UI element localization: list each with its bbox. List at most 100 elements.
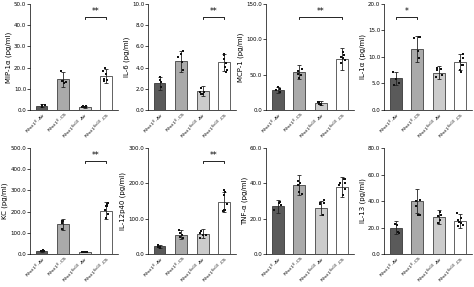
Point [79, 249, 87, 254]
Point [179, 235, 186, 240]
Point [458, 63, 466, 67]
Point [339, 56, 346, 61]
Bar [411, 201, 423, 254]
Point [103, 204, 110, 208]
Point [176, 231, 184, 235]
Point [296, 181, 303, 185]
Point [314, 100, 322, 104]
Point [317, 102, 325, 107]
Point [342, 58, 349, 63]
Point [438, 213, 445, 218]
Point [156, 246, 164, 251]
Point [38, 103, 46, 108]
Point [320, 200, 328, 205]
Point [80, 249, 88, 254]
Point [340, 53, 348, 57]
Point [59, 218, 67, 223]
Point [197, 228, 204, 233]
Point [395, 81, 402, 85]
Point [276, 200, 283, 205]
Point [415, 55, 423, 60]
Point [337, 54, 345, 59]
Point [274, 85, 282, 89]
Point [271, 208, 278, 212]
Point [393, 222, 401, 227]
Point [454, 211, 461, 216]
Point [341, 187, 349, 191]
Point [276, 86, 284, 91]
Point [82, 104, 90, 108]
Point [41, 249, 48, 254]
Point [58, 227, 65, 232]
Point [295, 76, 303, 80]
Point [339, 193, 347, 197]
Text: **: ** [91, 7, 99, 15]
Bar [197, 91, 209, 110]
Point [457, 220, 465, 225]
Point [454, 218, 461, 222]
Point [392, 77, 400, 81]
Point [410, 36, 418, 41]
Bar [57, 79, 69, 110]
Bar [293, 72, 305, 110]
Point [436, 210, 444, 214]
Point [103, 202, 111, 207]
Text: **: ** [210, 7, 217, 15]
Point [219, 208, 227, 213]
Point [100, 77, 108, 81]
Bar [79, 252, 91, 254]
Point [336, 181, 344, 185]
Bar [315, 103, 327, 110]
Point [391, 83, 398, 88]
Bar [315, 208, 327, 254]
Point [457, 216, 465, 220]
Point [178, 232, 185, 237]
Point [102, 72, 110, 77]
Bar [455, 62, 466, 110]
Point [223, 69, 230, 74]
Y-axis label: TNF-α (pg/ml): TNF-α (pg/ml) [241, 177, 248, 225]
Y-axis label: MIP-1α (pg/ml): MIP-1α (pg/ml) [5, 31, 12, 83]
Point [197, 86, 205, 90]
Point [342, 57, 349, 62]
Bar [36, 251, 47, 254]
Point [457, 69, 465, 74]
Bar [57, 224, 69, 254]
Point [177, 52, 184, 56]
Point [414, 212, 422, 217]
Point [438, 67, 445, 71]
Bar [293, 185, 305, 254]
Bar [154, 246, 165, 254]
Point [80, 104, 87, 109]
Point [315, 101, 323, 106]
Bar [455, 221, 466, 254]
Point [298, 192, 306, 197]
Point [222, 61, 229, 65]
Point [412, 203, 419, 208]
Point [456, 67, 464, 72]
Point [58, 221, 66, 226]
Point [156, 78, 164, 82]
Y-axis label: IL-1α (pg/ml): IL-1α (pg/ml) [359, 34, 366, 79]
Point [339, 50, 347, 54]
Point [438, 72, 446, 77]
Point [78, 249, 86, 254]
Bar [337, 59, 348, 110]
Point [38, 103, 46, 108]
Bar [175, 235, 187, 254]
Point [272, 88, 280, 93]
Point [221, 208, 228, 212]
Point [82, 104, 90, 109]
Point [221, 208, 229, 212]
Point [58, 79, 65, 84]
Point [294, 68, 301, 73]
Point [157, 84, 164, 89]
Point [39, 248, 46, 253]
Point [179, 49, 187, 53]
Text: **: ** [91, 151, 99, 160]
Point [389, 70, 397, 74]
Point [391, 221, 398, 226]
Point [432, 74, 440, 79]
Bar [219, 62, 230, 110]
Bar [154, 84, 165, 110]
